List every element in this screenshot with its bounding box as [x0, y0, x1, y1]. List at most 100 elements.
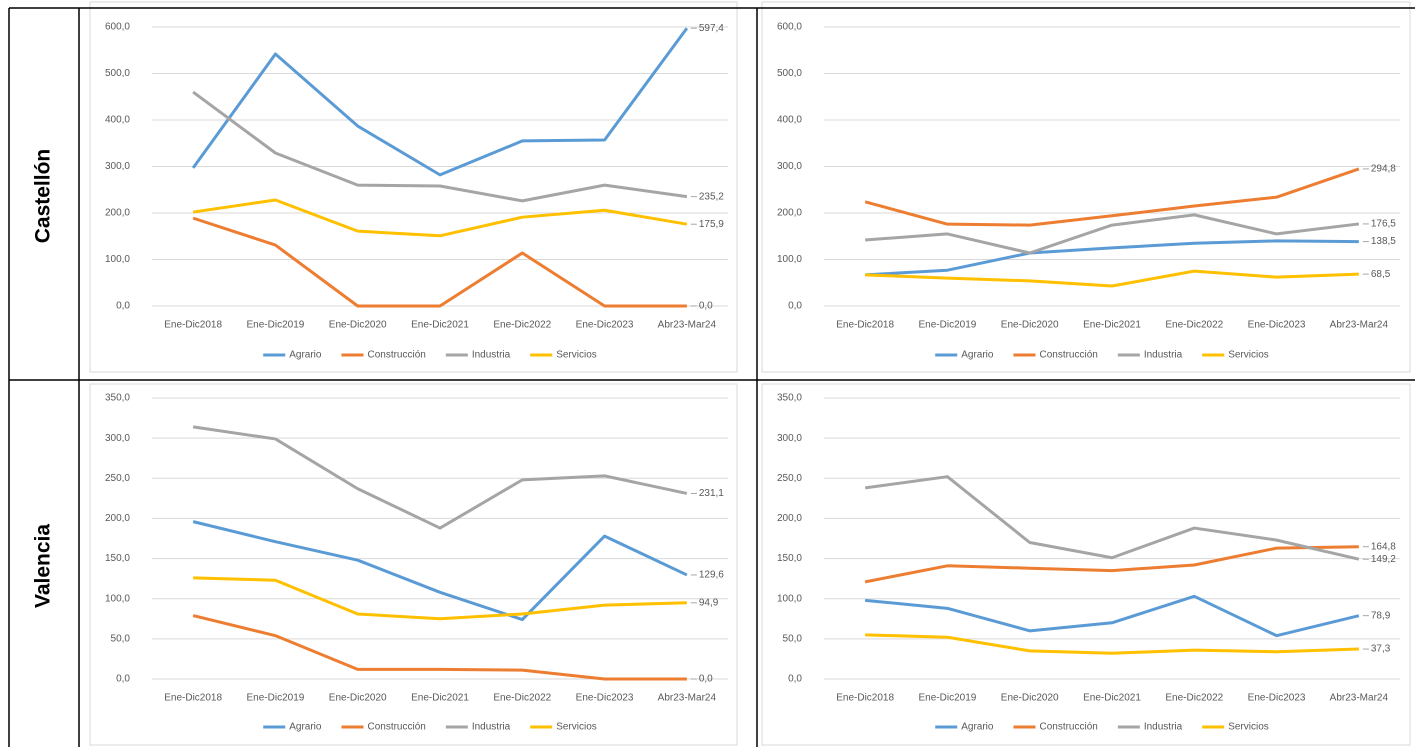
- y-tick-label: 600,0: [777, 22, 802, 33]
- y-tick-label: 300,0: [105, 433, 130, 444]
- series-line: [193, 576, 687, 621]
- y-tick-label: 100,0: [777, 593, 802, 604]
- data-label: 176,5: [1371, 219, 1396, 230]
- legend-label: Construcción: [1039, 350, 1097, 361]
- legend-label: Servicios: [1228, 350, 1269, 361]
- legend-label: Servicios: [1228, 722, 1269, 733]
- series-line: [865, 213, 1360, 255]
- series-line: [192, 614, 687, 681]
- series-line: [192, 520, 688, 622]
- x-tick-label: Ene-Dic2018: [164, 320, 222, 331]
- y-tick-label: 250,0: [105, 473, 130, 484]
- y-tick-label: 300,0: [777, 433, 802, 444]
- data-label: 164,8: [1371, 541, 1396, 552]
- x-tick-label: Ene-Dic2021: [411, 693, 469, 704]
- x-tick-label: Ene-Dic2022: [1165, 693, 1223, 704]
- series-line: [191, 27, 689, 177]
- series-line: [865, 269, 1359, 288]
- y-tick-label: 0,0: [116, 674, 130, 685]
- legend-label: Agrario: [961, 350, 994, 361]
- y-tick-label: 500,0: [105, 68, 130, 79]
- y-tick-label: 0,0: [788, 674, 802, 685]
- legend-label: Industria: [1144, 722, 1183, 733]
- data-label: 597,4: [699, 23, 724, 34]
- data-label: 294,8: [1371, 164, 1396, 175]
- data-label: 231,1: [699, 488, 724, 499]
- legend-label: Servicios: [556, 722, 597, 733]
- y-tick-label: 100,0: [105, 254, 130, 265]
- x-tick-label: Ene-Dic2018: [836, 693, 894, 704]
- row-label: Castellón: [32, 149, 55, 244]
- x-tick-label: Ene-Dic2023: [576, 693, 634, 704]
- x-tick-label: Ene-Dic2021: [411, 320, 469, 331]
- legend-label: Construcción: [367, 722, 425, 733]
- x-tick-label: Ene-Dic2022: [493, 320, 551, 331]
- y-tick-label: 400,0: [105, 115, 130, 126]
- x-tick-label: Ene-Dic2018: [836, 320, 894, 331]
- series-line: [865, 239, 1359, 277]
- x-tick-label: Ene-Dic2019: [919, 320, 977, 331]
- x-tick-label: Ene-Dic2019: [247, 693, 305, 704]
- series-line: [192, 425, 688, 530]
- chart-panel: [761, 1, 1411, 373]
- x-tick-label: Abr23-Mar24: [1330, 693, 1389, 704]
- x-tick-label: Ene-Dic2020: [1001, 693, 1059, 704]
- legend-label: Industria: [472, 350, 511, 361]
- series-line: [864, 475, 1360, 561]
- chart-panel: [761, 383, 1411, 746]
- y-tick-label: 50,0: [111, 633, 131, 644]
- y-tick-label: 600,0: [105, 22, 130, 33]
- y-tick-label: 100,0: [105, 593, 130, 604]
- data-label: 68,5: [1371, 269, 1391, 280]
- data-label: 149,2: [1371, 554, 1396, 565]
- x-tick-label: Abr23-Mar24: [658, 693, 717, 704]
- data-label: 175,9: [699, 219, 724, 230]
- x-tick-label: Abr23-Mar24: [658, 320, 717, 331]
- x-tick-label: Ene-Dic2023: [576, 320, 634, 331]
- data-label: 94,9: [699, 597, 719, 608]
- y-tick-label: 0,0: [116, 301, 130, 312]
- x-tick-label: Abr23-Mar24: [1330, 320, 1389, 331]
- x-tick-label: Ene-Dic2019: [919, 693, 977, 704]
- x-tick-label: Ene-Dic2023: [1248, 320, 1306, 331]
- x-tick-label: Ene-Dic2020: [329, 320, 387, 331]
- data-label: 129,6: [699, 570, 724, 581]
- y-tick-label: 300,0: [105, 161, 130, 172]
- x-tick-label: Ene-Dic2022: [493, 693, 551, 704]
- chart-panel: [89, 383, 738, 746]
- y-tick-label: 350,0: [105, 393, 130, 404]
- series-line: [864, 545, 1359, 584]
- y-tick-label: 150,0: [777, 553, 802, 564]
- y-tick-label: 150,0: [105, 553, 130, 564]
- x-tick-label: Ene-Dic2018: [164, 693, 222, 704]
- series-line: [192, 90, 688, 203]
- legend-label: Industria: [472, 722, 511, 733]
- legend-label: Agrario: [289, 722, 322, 733]
- y-tick-label: 0,0: [788, 301, 802, 312]
- legend-label: Construcción: [367, 350, 425, 361]
- legend-label: Servicios: [556, 350, 597, 361]
- y-tick-label: 350,0: [777, 393, 802, 404]
- legend-label: Construcción: [1039, 722, 1097, 733]
- data-label: 78,9: [1371, 610, 1391, 621]
- x-tick-label: Ene-Dic2021: [1083, 693, 1141, 704]
- data-label: 138,5: [1371, 236, 1396, 247]
- x-tick-label: Ene-Dic2019: [247, 320, 305, 331]
- x-tick-label: Ene-Dic2020: [329, 693, 387, 704]
- series-line: [192, 198, 688, 238]
- legend-label: Agrario: [289, 350, 322, 361]
- data-label: 37,3: [1371, 644, 1391, 655]
- y-tick-label: 400,0: [777, 115, 802, 126]
- y-tick-label: 200,0: [105, 208, 130, 219]
- x-tick-label: Ene-Dic2021: [1083, 320, 1141, 331]
- x-tick-label: Ene-Dic2023: [1248, 693, 1306, 704]
- y-tick-label: 200,0: [777, 513, 802, 524]
- data-label: 0,0: [699, 301, 713, 312]
- y-tick-label: 200,0: [105, 513, 130, 524]
- y-tick-label: 250,0: [777, 473, 802, 484]
- data-label: 0,0: [699, 674, 713, 685]
- y-tick-label: 100,0: [777, 254, 802, 265]
- series-line: [864, 167, 1360, 227]
- row-label: Valencia: [32, 524, 55, 608]
